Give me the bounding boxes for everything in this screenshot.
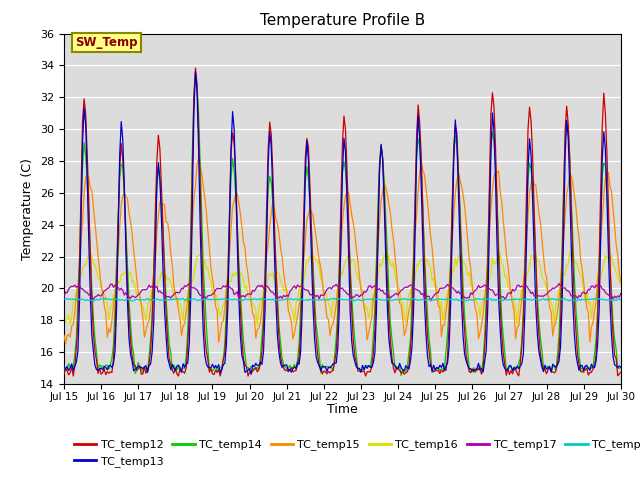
Text: SW_Temp: SW_Temp <box>75 36 138 49</box>
X-axis label: Time: Time <box>327 403 358 416</box>
Title: Temperature Profile B: Temperature Profile B <box>260 13 425 28</box>
Y-axis label: Temperature (C): Temperature (C) <box>22 158 35 260</box>
Legend: TC_temp12, TC_temp13, TC_temp14, TC_temp15, TC_temp16, TC_temp17, TC_temp18: TC_temp12, TC_temp13, TC_temp14, TC_temp… <box>70 435 640 471</box>
